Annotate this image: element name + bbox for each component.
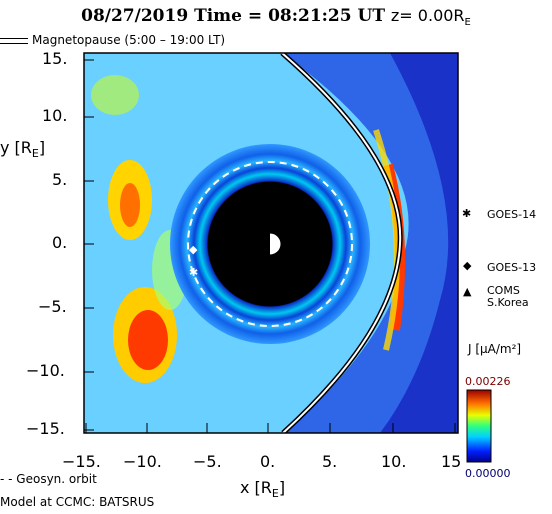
magnetosheath-region xyxy=(282,53,458,433)
y-tick-label: −15. xyxy=(26,419,65,438)
y-tick-label: 10. xyxy=(42,106,68,125)
tail-current-north-core xyxy=(120,183,140,227)
x-tick-label: 0. xyxy=(260,452,276,471)
coms-legend-icon: ▲ xyxy=(463,285,472,298)
goes-13-legend-icon: ◆ xyxy=(463,259,472,272)
colorbar-min: 0.00000 xyxy=(465,467,511,480)
colorbar xyxy=(466,389,492,463)
model-credit: Model at CCMC: BATSRUS xyxy=(0,495,155,509)
x-tick-label: −5. xyxy=(193,452,222,471)
x-tick-label: 15 xyxy=(441,452,462,471)
magnetopause-legend: Magnetopause (5:00 – 19:00 LT) xyxy=(0,33,225,47)
y-tick-label: −10. xyxy=(26,361,65,380)
geosyn-orbit xyxy=(187,161,353,327)
current-band-yellow xyxy=(373,129,400,351)
goes-14-marker: ✱ xyxy=(189,266,198,279)
date-time: 08/27/2019 Time = 08:21:25 UT xyxy=(81,6,385,26)
goes-14-legend-icon: ✱ xyxy=(462,207,472,220)
z-level: z= 0.00RE xyxy=(390,6,471,29)
colorbar-max: 0.00226 xyxy=(465,375,511,388)
goes-14-legend-label: GOES-14 xyxy=(487,208,537,221)
coms-legend-label: COMS S.Korea xyxy=(487,284,529,309)
x-tick-label: −15. xyxy=(62,452,101,471)
heatmap-field: ◆ ✱ xyxy=(84,53,458,433)
geosyn-legend-label: Geosyn. orbit xyxy=(16,472,97,486)
y-tick-label: 5. xyxy=(52,170,68,189)
plot-title: 08/27/2019 Time = 08:21:25 UT z= 0.00RE xyxy=(0,6,552,28)
x-tick-label: −10. xyxy=(123,452,162,471)
goes-13-marker: ◆ xyxy=(189,243,198,256)
y-axis-ticks xyxy=(84,59,94,431)
plot-frame xyxy=(83,52,459,434)
y-tick-label: −5. xyxy=(38,297,67,316)
geosyn-legend: - - Geosyn. orbit xyxy=(0,472,97,486)
goes-13-legend-label: GOES-13 xyxy=(487,261,537,274)
y-tick-label: 0. xyxy=(52,233,68,252)
colorbar-title: J [μA/m²] xyxy=(468,342,522,356)
x-tick-label: 10. xyxy=(381,452,407,471)
y-axis-title: y [RE] xyxy=(0,138,46,161)
tail-current-south-core xyxy=(128,310,168,370)
magnetopause-line xyxy=(281,53,402,433)
x-axis-ticks xyxy=(85,423,456,433)
x-axis-title: x [RE] xyxy=(240,478,286,501)
magnetopause-legend-line xyxy=(0,37,28,44)
solar-wind-region xyxy=(380,53,458,433)
magnetopause-legend-label: Magnetopause (5:00 – 19:00 LT) xyxy=(32,33,226,47)
tail-green-patch xyxy=(91,75,139,115)
y-tick-label: 15. xyxy=(42,49,68,68)
x-tick-label: 5. xyxy=(322,452,338,471)
earth-night-side xyxy=(259,233,270,255)
